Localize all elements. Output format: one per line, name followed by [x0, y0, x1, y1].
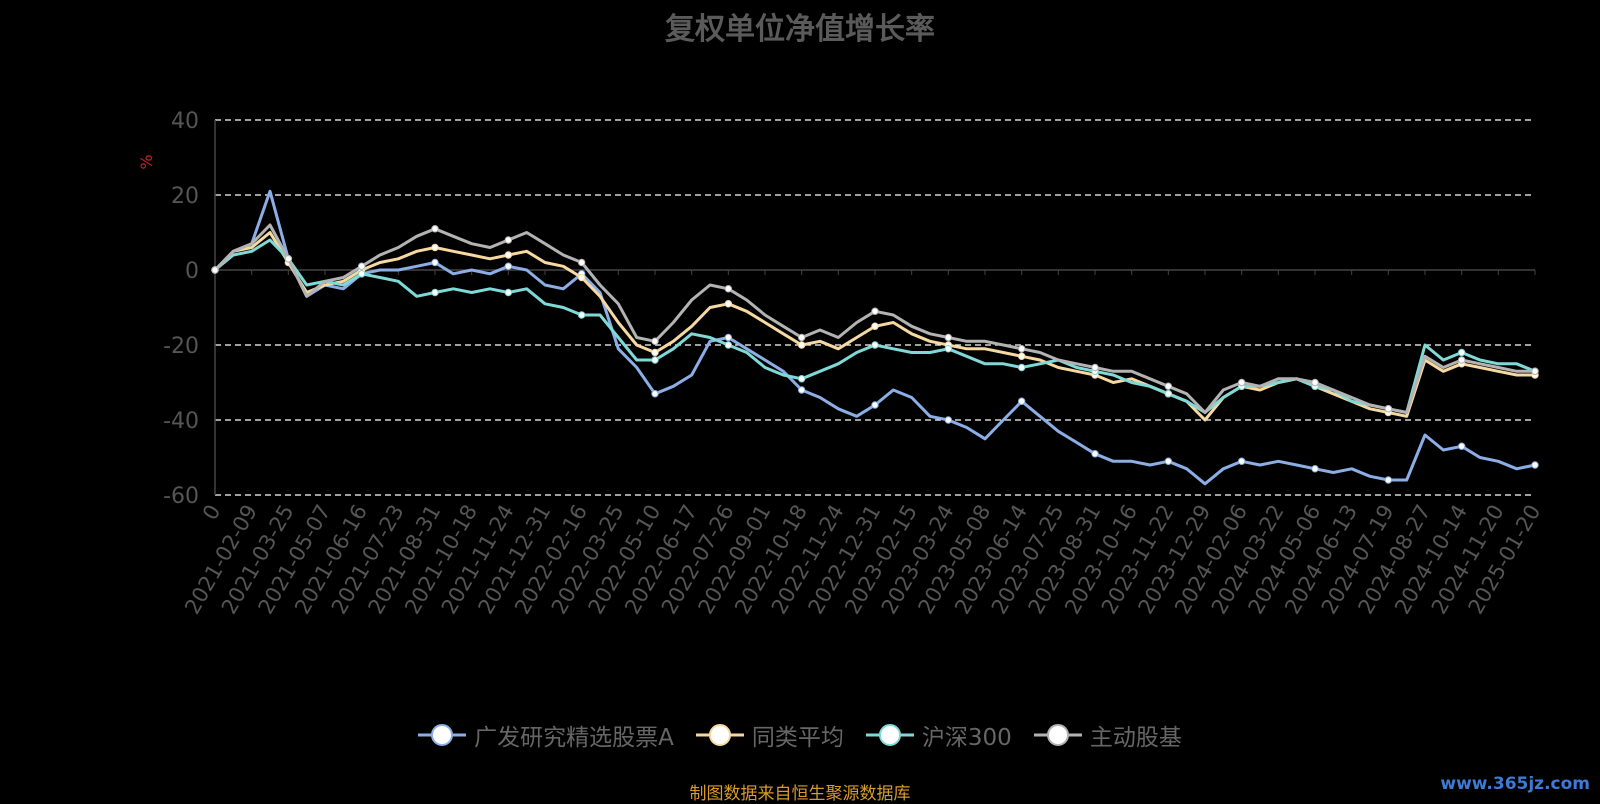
series-lines	[211, 189, 1539, 486]
data-point	[651, 337, 659, 345]
data-point	[1164, 382, 1173, 390]
data-point	[1531, 367, 1539, 375]
data-point	[1091, 363, 1099, 372]
data-point	[1237, 457, 1246, 465]
data-point	[797, 386, 806, 394]
data-point	[651, 390, 659, 398]
y-tick-label: 20	[171, 184, 199, 209]
data-point	[1457, 348, 1466, 357]
data-point	[1164, 390, 1173, 398]
data-point	[431, 243, 439, 252]
legend-item[interactable]: 主动股基	[1033, 718, 1182, 752]
data-point	[504, 288, 513, 297]
data-point	[504, 236, 513, 244]
data-point	[577, 258, 586, 267]
data-point	[211, 266, 219, 274]
data-point	[724, 341, 733, 349]
legend-item[interactable]: 沪深300	[865, 718, 1012, 752]
legend-label: 同类平均	[751, 725, 844, 751]
data-point	[357, 270, 366, 278]
y-tick-label: -60	[163, 484, 199, 509]
data-point	[724, 285, 733, 293]
watermark: www.365jz.com	[1440, 774, 1590, 794]
data-point	[1164, 457, 1173, 465]
y-tick-label: -20	[163, 334, 199, 359]
data-point	[944, 416, 953, 424]
data-point	[1091, 450, 1099, 458]
data-point	[577, 273, 586, 282]
legend-label: 主动股基	[1089, 725, 1182, 751]
y-axis-label: %	[137, 154, 156, 169]
data-point	[871, 341, 879, 349]
legend-label: 广发研究精选股票A	[474, 725, 674, 751]
legend-swatch	[1033, 724, 1082, 746]
legend-swatch	[865, 724, 914, 746]
y-tick-label: 40	[171, 109, 199, 134]
legend-swatch	[418, 724, 467, 746]
data-point	[431, 288, 439, 297]
y-tick-label: 0	[185, 259, 199, 284]
grid-lines	[215, 119, 1535, 496]
axes: -60-40-200204002021-02-092021-03-252021-…	[163, 109, 1545, 618]
data-point	[724, 333, 733, 342]
y-tick-label: -40	[163, 409, 199, 434]
data-point	[1017, 345, 1026, 353]
data-point	[504, 262, 513, 270]
data-point	[431, 225, 439, 233]
chart-title: 复权单位净值增长率	[665, 12, 935, 47]
legend: 广发研究精选股票A 同类平均 沪深300 主动股基	[0, 718, 1600, 752]
data-point	[1384, 476, 1393, 484]
data-point	[1017, 397, 1026, 405]
data-point	[871, 307, 879, 315]
data-point	[1384, 405, 1393, 413]
data-point	[871, 322, 879, 330]
y-axis-label-group: %	[137, 154, 156, 169]
legend-swatch	[695, 724, 744, 746]
data-point	[1311, 378, 1319, 387]
data-point	[724, 300, 733, 308]
legend-label: 沪深300	[921, 725, 1012, 751]
data-point	[284, 255, 293, 263]
data-point	[871, 401, 879, 409]
data-point	[1311, 465, 1319, 473]
data-point	[1457, 442, 1466, 450]
data-point	[1017, 352, 1026, 360]
data-point	[797, 333, 806, 342]
data-point	[577, 311, 586, 319]
line-chart: -60-40-200204002021-02-092021-03-252021-…	[137, 109, 1545, 618]
legend-item[interactable]: 广发研究精选股票A	[418, 718, 674, 752]
data-point	[1017, 363, 1026, 372]
x-tick-label: 0	[198, 501, 225, 525]
data-point	[1531, 461, 1539, 469]
data-point	[944, 333, 953, 342]
data-point	[651, 348, 659, 357]
data-point	[504, 251, 513, 259]
data-point	[797, 375, 806, 383]
data-point	[944, 345, 953, 353]
series-line	[213, 189, 1536, 486]
data-point	[357, 262, 366, 270]
data-point	[797, 341, 806, 349]
legend-item[interactable]: 同类平均	[695, 718, 844, 752]
data-point	[651, 356, 659, 364]
data-point	[431, 258, 439, 267]
data-point	[1237, 378, 1246, 387]
data-point	[1457, 356, 1466, 364]
source-note: 制图数据来自恒生聚源数据库	[689, 784, 911, 804]
